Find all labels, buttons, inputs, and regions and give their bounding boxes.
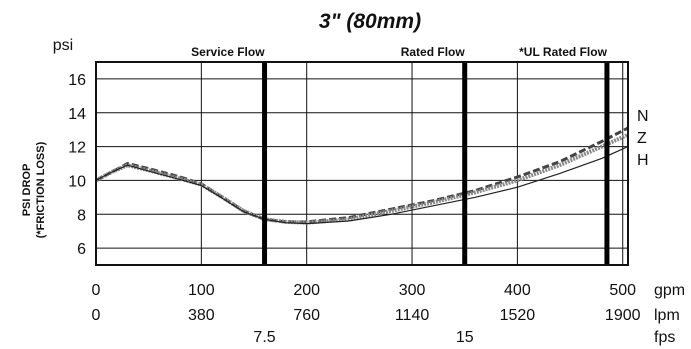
x-tick-label-gpm-200: 200 (293, 282, 320, 299)
series-label-H: H (637, 152, 649, 169)
x-axis-unit-gpm: gpm (654, 282, 685, 299)
series-line-H (95, 146, 629, 225)
x-tick-label-gpm-500: 500 (609, 282, 636, 299)
y-tick-labels: 6 8 10 12 14 16 (68, 72, 86, 258)
series-layer (95, 126, 629, 225)
x-tick-label-lpm-1520: 1520 (500, 307, 536, 324)
x-tick-labels: 0 100 200 300 400 500 gpm 0 380 760 1140 1520 1900 lp… (92, 282, 686, 346)
x-tick-label-gpm-0: 0 (92, 282, 101, 299)
x-tick-label-lpm-760: 760 (293, 307, 320, 324)
x-tick-label-lpm-380: 380 (188, 307, 215, 324)
reference-line-label-1: Service Flow (191, 45, 265, 59)
y-tick-label-12: 12 (68, 140, 86, 157)
y-axis-title: PSI DROP (*FRICTION LOSS) (21, 141, 47, 238)
x-tick-label-fps-15: 15 (456, 329, 474, 346)
reference-lines: Service Flow Rated Flow *UL Rated Flow (191, 45, 610, 265)
chart-title: 3" (80mm) (319, 10, 421, 33)
x-tick-label-gpm-100: 100 (188, 282, 215, 299)
x-tick-label-lpm-0: 0 (92, 307, 101, 324)
y-tick-label-6: 6 (77, 241, 86, 258)
x-tick-label-lpm-1900: 1900 (605, 307, 641, 324)
x-tick-label-gpm-400: 400 (504, 282, 531, 299)
x-axis-unit-fps: fps (654, 329, 675, 346)
reference-line-label-2: Rated Flow (401, 45, 466, 59)
y-axis-title-line-1: PSI DROP (21, 164, 33, 217)
y-tick-label-16: 16 (68, 72, 86, 89)
x-axis-unit-lpm: lpm (654, 307, 680, 324)
series-line-Z (95, 132, 629, 225)
x-tick-label-fps-7.5: 7.5 (253, 329, 275, 346)
y-tick-label-8: 8 (77, 207, 86, 224)
y-tick-label-14: 14 (68, 106, 86, 123)
x-tick-label-lpm-1140: 1140 (395, 307, 430, 324)
plot-frame (95, 61, 629, 266)
y-axis-title-line-2: (*FRICTION LOSS) (35, 141, 47, 238)
series-label-Z: Z (637, 130, 647, 147)
series-labels: NZH (637, 108, 649, 169)
grid (95, 62, 628, 265)
x-tick-label-gpm-300: 300 (399, 282, 426, 299)
series-label-N: N (637, 108, 649, 125)
reference-line-label-3: *UL Rated Flow (519, 45, 607, 59)
y-axis-unit: psi (53, 37, 73, 54)
series-line-N (95, 126, 629, 224)
y-tick-label-10: 10 (68, 173, 86, 190)
